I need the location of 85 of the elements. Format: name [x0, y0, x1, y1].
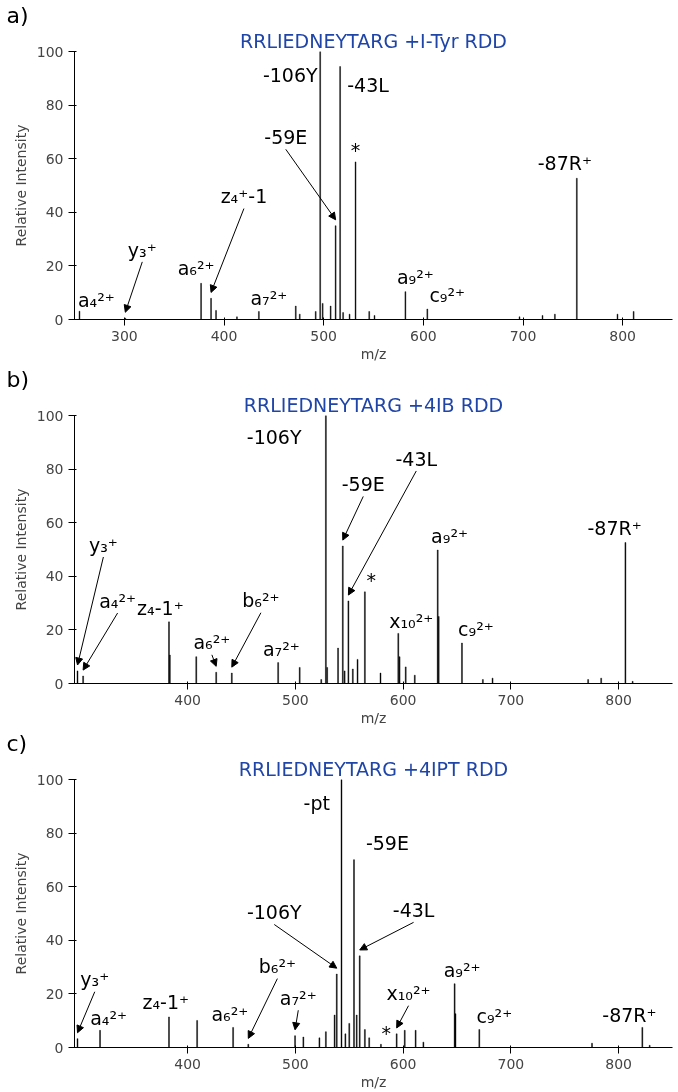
annotation: c₉²⁺ — [476, 1004, 513, 1027]
x-axis-title: m/z — [360, 345, 387, 362]
annotation: -87R⁺ — [587, 516, 642, 539]
annotation: -106Y — [246, 901, 303, 924]
annotation: b₆²⁺ — [242, 589, 280, 612]
y-axis-title: Relative Intensity — [12, 124, 29, 247]
annotation: a₄²⁺ — [77, 289, 115, 312]
x-tick-label: 500 — [310, 327, 338, 344]
annotation: a₉²⁺ — [443, 959, 481, 982]
x-axis-title: m/z — [360, 709, 387, 726]
x-tick-label: 600 — [389, 691, 417, 708]
annotation: * — [366, 568, 377, 591]
y-tick-label: 20 — [45, 621, 64, 638]
x-tick-label: 600 — [409, 327, 437, 344]
annotation: z₄-1⁺ — [142, 990, 190, 1013]
y-axis-title: Relative Intensity — [12, 488, 29, 611]
x-tick-label: 800 — [609, 327, 637, 344]
annotation: z₄-1⁺ — [137, 597, 184, 620]
annotation: a₆²⁺ — [177, 257, 215, 280]
chart-title: RRLIEDNEYTARG +4IB RDD — [243, 393, 504, 416]
y-tick-label: 0 — [54, 1039, 64, 1056]
x-tick-label: 400 — [210, 327, 238, 344]
y-tick-label: 40 — [45, 568, 64, 585]
annotation: x₁₀²⁺ — [386, 982, 431, 1005]
y-tick-label: 0 — [54, 675, 64, 692]
annotation: -59E — [264, 125, 308, 148]
y-axis-title: Relative Intensity — [12, 852, 29, 975]
x-tick-label: 800 — [605, 691, 632, 708]
annotation: y₃⁺ — [127, 238, 157, 261]
annotation: b₆²⁺ — [258, 955, 297, 978]
annotation: c₉²⁺ — [458, 618, 494, 641]
y-tick-label: 40 — [45, 204, 64, 221]
y-tick-label: 40 — [45, 932, 64, 949]
x-tick-label: 600 — [389, 1055, 417, 1072]
annotation: a₆²⁺ — [211, 1002, 249, 1025]
x-tick-label: 500 — [282, 691, 309, 708]
annotation: -87R⁺ — [602, 1004, 657, 1027]
chart-title: RRLIEDNEYTARG +I-Tyr RDD — [240, 29, 507, 52]
annotation: -106Y — [246, 425, 302, 448]
annotation: y₃⁺ — [88, 533, 118, 556]
x-tick-label: 300 — [110, 327, 138, 344]
y-tick-label: 100 — [36, 43, 64, 60]
x-axis-title: m/z — [360, 1073, 387, 1090]
y-tick-label: 20 — [45, 257, 64, 274]
annotation: a₆²⁺ — [193, 631, 231, 654]
annotation: -59E — [365, 832, 409, 855]
text: b) — [6, 366, 30, 392]
x-tick-label: 400 — [174, 691, 202, 708]
y-tick-label: 80 — [45, 825, 64, 842]
annotation: x₁₀²⁺ — [389, 610, 434, 633]
annotation: -87R⁺ — [537, 152, 592, 175]
x-tick-label: 700 — [509, 327, 537, 344]
annotation: a₇²⁺ — [250, 286, 288, 309]
annotation: a₇²⁺ — [279, 986, 317, 1009]
annotation: z₄⁺-1 — [220, 185, 268, 208]
chart-title: RRLIEDNEYTARG +4IPT RDD — [238, 757, 509, 780]
annotation: -106Y — [262, 64, 319, 87]
annotation: a₄²⁺ — [90, 1007, 128, 1030]
x-tick-label: 500 — [282, 1055, 309, 1072]
annotation: -43L — [347, 73, 390, 96]
annotation: -pt — [303, 792, 330, 815]
text: a) — [6, 2, 29, 28]
annotation: -43L — [392, 899, 435, 921]
x-tick-label: 700 — [497, 691, 525, 708]
text: c) — [6, 730, 28, 756]
annotation: * — [381, 1022, 392, 1045]
y-tick-label: 20 — [45, 985, 64, 1002]
annotation: y₃⁺ — [80, 968, 110, 991]
y-tick-label: 0 — [54, 311, 64, 328]
y-tick-label: 80 — [45, 97, 64, 114]
annotation: -59E — [341, 473, 385, 496]
x-tick-label: 800 — [605, 1055, 632, 1072]
x-tick-label: 700 — [497, 1055, 525, 1072]
annotation: a₉²⁺ — [431, 525, 469, 548]
annotation: -43L — [395, 447, 438, 470]
y-tick-label: 60 — [45, 514, 64, 531]
x-tick-label: 400 — [174, 1055, 202, 1072]
y-tick-label: 60 — [45, 150, 64, 167]
y-tick-label: 60 — [45, 878, 64, 895]
y-tick-label: 100 — [36, 771, 64, 788]
y-tick-label: 80 — [45, 461, 64, 478]
y-tick-label: 100 — [36, 407, 64, 424]
annotation: a₇²⁺ — [262, 637, 300, 660]
annotation: a₄²⁺ — [99, 589, 137, 612]
annotation: * — [350, 138, 361, 161]
